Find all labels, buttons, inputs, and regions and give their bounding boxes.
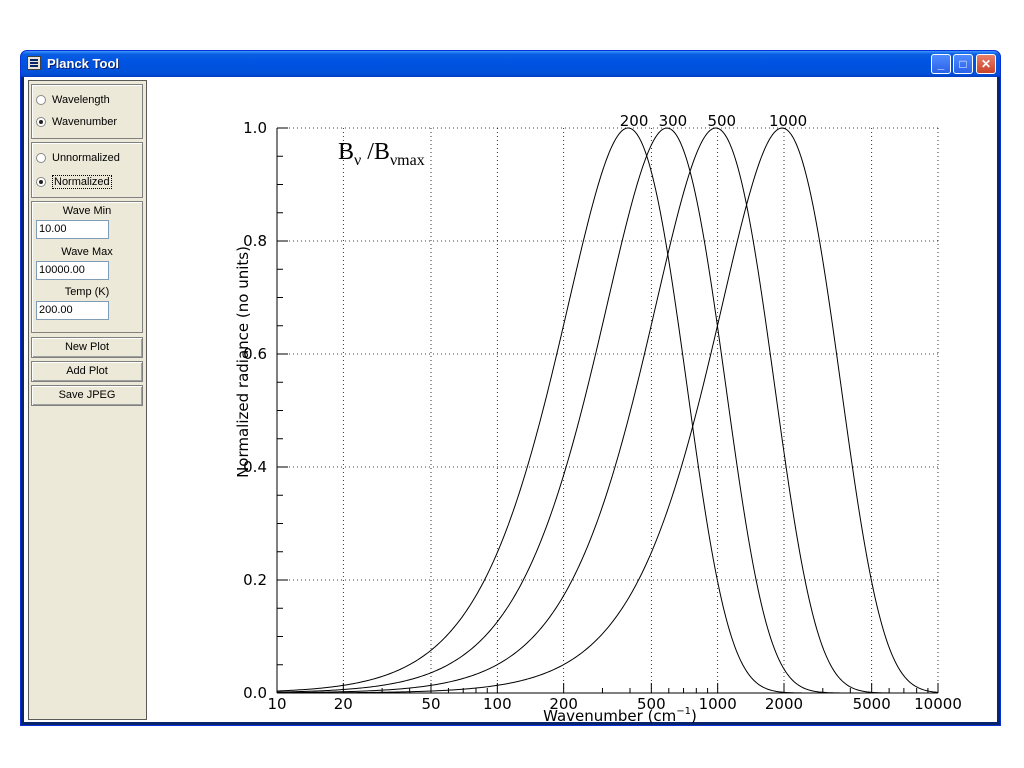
- x-axis-label-main: Wavenumber (cm: [543, 707, 676, 724]
- y-tick-label: 1.0: [243, 119, 267, 137]
- client-area: Wavelength Wavenumber Unnormalized Norma…: [24, 77, 997, 724]
- close-button[interactable]: ✕: [976, 54, 996, 74]
- planck-curve-300: [276, 127, 938, 694]
- planck-plot: 10 20 50 100 200 500 1000 2000 5000 10000 0.00.20…: [234, 112, 962, 724]
- annotation-divider: /B: [361, 139, 390, 165]
- x-tick-label: 100: [483, 695, 512, 713]
- wave-min-input[interactable]: 10.00: [36, 220, 109, 239]
- y-tick-labels: 0.0 0.2 0.4 0.6 0.8 1.0: [243, 119, 267, 702]
- curve-label-1000: 1000: [769, 112, 807, 130]
- y-tick-label: 0.4: [243, 458, 267, 476]
- temp-input[interactable]: 200.00: [36, 301, 109, 320]
- y-tick-label: 0.2: [243, 571, 267, 589]
- planck-curve-500: [276, 127, 938, 694]
- temp-label: Temp (K): [64, 286, 110, 298]
- add-plot-button[interactable]: Add Plot: [31, 361, 143, 382]
- radio-unnormalized[interactable]: Unnormalized: [36, 149, 120, 167]
- tick-marks: [276, 127, 939, 694]
- x-axis-label: Wavenumber (cm−1): [543, 706, 697, 724]
- curve-label-200: 200: [620, 112, 649, 130]
- wave-max-label: Wave Max: [61, 246, 113, 258]
- annotation-sub-nu: ν: [354, 152, 361, 169]
- x-tick-label: 10: [267, 695, 286, 713]
- grid-lines: [277, 127, 939, 693]
- annotation-b: B: [338, 139, 354, 165]
- wave-mode-group: Wavelength Wavenumber: [31, 84, 143, 139]
- x-tick-label: 1000: [699, 695, 737, 713]
- annotation-sub-numax: νmax: [390, 152, 425, 169]
- radio-normalized[interactable]: Normalized: [36, 173, 112, 191]
- control-panel: Wavelength Wavenumber Unnormalized Norma…: [28, 80, 147, 720]
- radio-wavenumber-indicator[interactable]: [36, 117, 46, 127]
- curve-label-500: 500: [707, 112, 736, 130]
- new-plot-button[interactable]: New Plot: [31, 337, 143, 358]
- radio-wavelength[interactable]: Wavelength: [36, 91, 110, 109]
- curve-labels: 200 300 500 1000: [620, 112, 807, 130]
- x-tick-label: 500: [637, 695, 666, 713]
- radio-wavelength-label: Wavelength: [52, 94, 110, 106]
- radio-normalized-label: Normalized: [52, 175, 112, 189]
- radio-normalized-indicator[interactable]: [36, 177, 46, 187]
- save-jpeg-button[interactable]: Save JPEG: [31, 385, 143, 406]
- wave-min-label: Wave Min: [62, 205, 112, 217]
- wave-max-input[interactable]: 10000.00: [36, 261, 109, 280]
- curve-label-300: 300: [659, 112, 688, 130]
- y-tick-label: 0.8: [243, 232, 267, 250]
- radio-wavenumber-label: Wavenumber: [52, 116, 118, 128]
- plot-axes: [276, 128, 938, 694]
- x-tick-label: 10000: [914, 695, 962, 713]
- title-bar[interactable]: Planck Tool _ □ ✕: [21, 51, 1000, 77]
- x-axis-label-sup: −1: [676, 706, 691, 717]
- planck-curve-1000: [277, 127, 939, 694]
- x-tick-label: 5000: [853, 695, 891, 713]
- curve-group: [276, 127, 939, 694]
- planck-tool-window: Planck Tool _ □ ✕ Wavelength Wavenumber …: [20, 50, 1001, 726]
- app-window-icon[interactable]: [27, 56, 41, 70]
- radio-unnormalized-indicator[interactable]: [36, 153, 46, 163]
- y-axis-label: Normalized radiance (no units): [234, 246, 252, 478]
- x-tick-label: 50: [421, 695, 440, 713]
- x-tick-label: 20: [334, 695, 353, 713]
- planck-curve-200: [276, 127, 938, 694]
- normalization-group: Unnormalized Normalized: [31, 142, 143, 198]
- plot-annotation: Bν /Bνmax: [338, 139, 425, 169]
- radio-wavenumber[interactable]: Wavenumber: [36, 113, 117, 131]
- radio-wavelength-indicator[interactable]: [36, 95, 46, 105]
- x-tick-labels: 10 20 50 100 200 500 1000 2000 5000 10000: [267, 695, 961, 713]
- y-tick-label: 0.0: [243, 684, 267, 702]
- maximize-button[interactable]: □: [953, 54, 973, 74]
- radio-unnormalized-label: Unnormalized: [52, 152, 120, 164]
- y-tick-label: 0.6: [243, 345, 267, 363]
- x-axis-label-end: ): [691, 707, 697, 724]
- x-tick-label: 2000: [765, 695, 803, 713]
- minimize-button[interactable]: _: [931, 54, 951, 74]
- window-title: Planck Tool: [47, 56, 119, 71]
- parameters-group: Wave Min 10.00 Wave Max 10000.00 Temp (K…: [31, 201, 143, 333]
- x-tick-label: 200: [549, 695, 578, 713]
